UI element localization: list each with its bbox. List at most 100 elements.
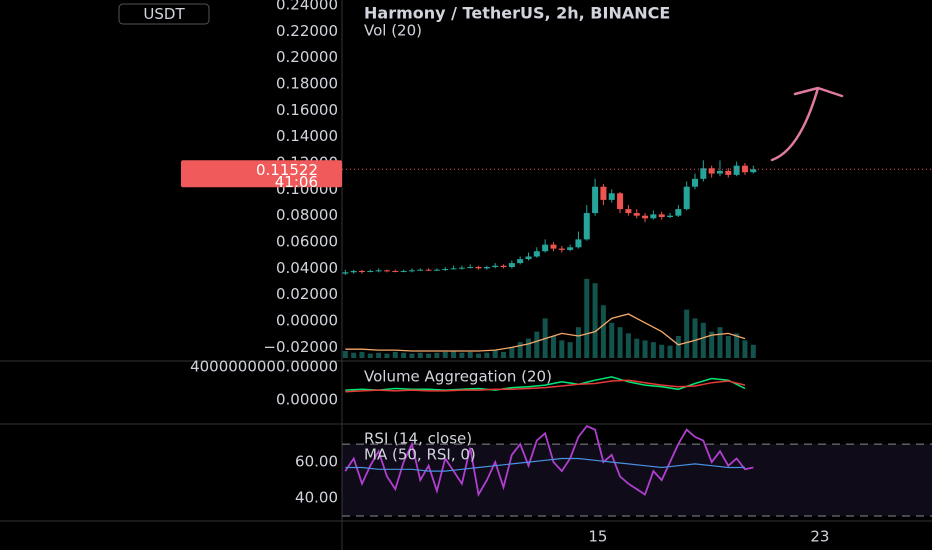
volume-bar (675, 336, 681, 358)
volume-bar (750, 344, 756, 358)
volume-bar (700, 322, 706, 358)
candle-body (425, 269, 432, 271)
volume-bar (384, 353, 390, 358)
volume-bar (567, 342, 573, 358)
y-tick-label: 4000000000.00000 (190, 357, 338, 375)
aggregation-line (345, 376, 746, 391)
volume-bar (459, 352, 465, 358)
volume-bar (650, 342, 656, 358)
volume-bar (600, 305, 606, 358)
y-tick-label: −0.02000 (263, 338, 338, 356)
candle-body (650, 214, 657, 219)
y-tick-label: 0.16000 (276, 101, 338, 119)
volume-bar (534, 331, 540, 358)
candle-body (633, 213, 640, 216)
candle-body (350, 270, 357, 273)
candle-body (475, 267, 482, 269)
y-tick-label: 0.24000 (276, 0, 338, 14)
rsi-line (344, 424, 754, 498)
legend-entry: RSI (14, close) (364, 430, 472, 448)
candle-body (367, 270, 374, 272)
last-price-box (181, 160, 342, 188)
candle-body (575, 239, 582, 248)
candle-body (642, 215, 649, 219)
volume-bar (559, 340, 565, 358)
candle-body (417, 269, 424, 271)
candle-body (608, 193, 615, 200)
volume-bar (584, 278, 590, 358)
candle-body (716, 170, 723, 174)
volume-bar (401, 352, 407, 358)
y-tick-label: 60.00 (295, 453, 338, 471)
candle-body (342, 272, 349, 274)
candle-body (392, 270, 399, 272)
candle-body (733, 165, 740, 175)
candle-body (558, 248, 565, 250)
candle-body (383, 270, 390, 272)
volume-bar (609, 322, 615, 358)
plot-layer: 15 23 0.24000 0.22000 0.20000 0.18000 0.16000 0… (181, 0, 932, 546)
x-tick-label: 15 (588, 528, 607, 546)
candle-body (542, 244, 549, 252)
y-tick-label: 0.00000 (276, 312, 338, 330)
volume-bar (742, 340, 748, 358)
candle-body (592, 186, 599, 214)
unit-label: USDT (143, 5, 185, 23)
volume-bar (659, 344, 665, 358)
volume-bar (484, 352, 490, 358)
candle-body (617, 193, 624, 210)
candle-body (750, 169, 757, 173)
volume-bar (342, 350, 348, 358)
candle-body (700, 168, 707, 179)
y-tick-label: 0.14000 (276, 127, 338, 145)
candle-body (600, 186, 607, 200)
candle-body (550, 244, 557, 249)
candle-body (567, 247, 574, 250)
candle-body (692, 178, 699, 187)
aggregation-line (345, 379, 746, 393)
candle-body (658, 214, 665, 218)
volume-bar (517, 342, 523, 358)
y-tick-label: 0.00000 (276, 391, 338, 409)
candle-body (517, 259, 524, 264)
volume-ma-line (345, 313, 746, 352)
candle-body (375, 270, 382, 272)
rsi-line (345, 457, 745, 472)
volume-bar (634, 338, 640, 358)
candle-body (450, 268, 457, 270)
volume-bar (367, 353, 373, 358)
candle-body (433, 269, 440, 271)
volume-bar (617, 327, 623, 358)
candle-body (358, 270, 365, 272)
y-tick-label: 0.20000 (276, 48, 338, 66)
volume-bar (359, 351, 365, 358)
pane-title: Volume Aggregation (20) (364, 368, 552, 386)
chart-title: Harmony / TetherUS, 2h, BINANCE (364, 4, 670, 23)
volume-bar (476, 353, 482, 358)
candle-body (533, 251, 540, 257)
candle-body (708, 168, 715, 174)
volume-bar (725, 336, 731, 358)
candle-body (725, 170, 732, 175)
volume-bar (501, 351, 507, 358)
volume-bar (392, 351, 398, 358)
legend-entry: MA (50, RSI, 0) (364, 446, 476, 464)
volume-bar (376, 352, 382, 358)
candle-body (508, 263, 515, 268)
unit-box[interactable] (118, 3, 210, 25)
candle-body (467, 267, 474, 269)
x-tick-label: 23 (810, 528, 829, 546)
y-tick-label: 0.02000 (276, 285, 338, 303)
y-tick-label: 0.18000 (276, 75, 338, 93)
candle-body (683, 186, 690, 210)
candle-body (483, 267, 490, 269)
volume-bar (667, 345, 673, 358)
candle-body (400, 270, 407, 272)
volume-bar (692, 318, 698, 358)
volume-bar (451, 350, 457, 358)
candle-body (741, 165, 748, 173)
y-tick-label: 0.22000 (276, 22, 338, 40)
